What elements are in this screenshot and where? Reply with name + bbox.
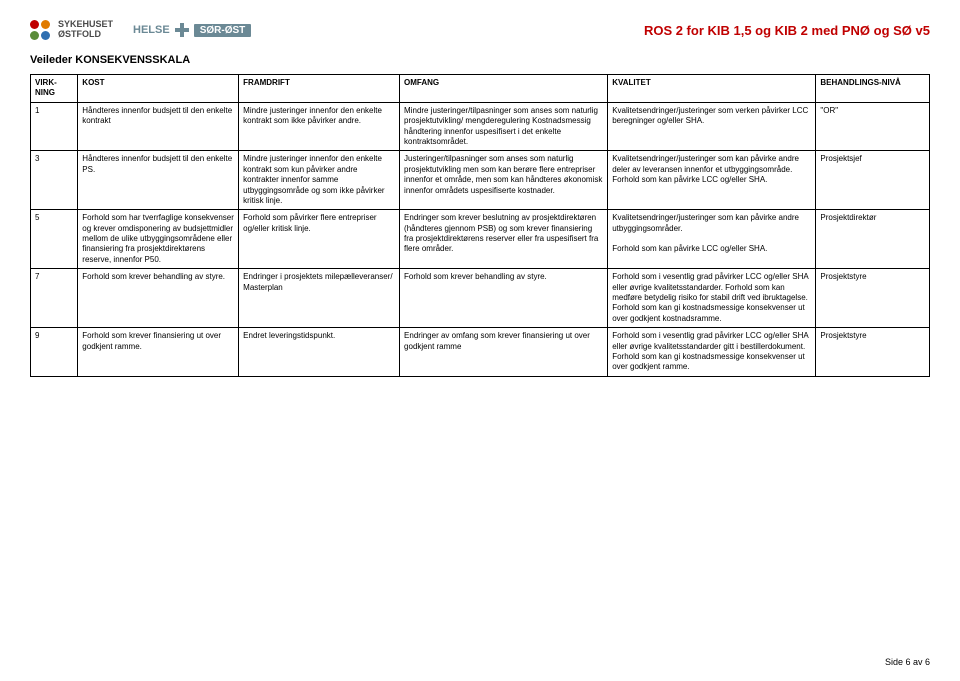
- cell-virkning: 7: [31, 269, 78, 328]
- table-row: 7Forhold som krever behandling av styre.…: [31, 269, 930, 328]
- cell-omfang: Endringer av omfang som krever finansier…: [400, 328, 608, 377]
- cell-kvalitet: Forhold som i vesentlig grad påvirker LC…: [608, 269, 816, 328]
- ostfold-dots: [30, 20, 52, 40]
- table-header-row: VIRK-NING KOST FRAMDRIFT OMFANG KVALITET…: [31, 75, 930, 103]
- cell-framdrift: Mindre justeringer innenfor den enkelte …: [239, 151, 400, 210]
- cell-kost: Forhold som krever finansiering ut over …: [78, 328, 239, 377]
- cross-icon: [175, 23, 189, 37]
- ostfold-logo-text: SYKEHUSET ØSTFOLD: [58, 20, 113, 40]
- page-footer: Side 6 av 6: [885, 657, 930, 667]
- cell-kvalitet: Kvalitetsendringer/justeringer som kan p…: [608, 210, 816, 269]
- table-row: 3Håndteres innenfor budsjett til den enk…: [31, 151, 930, 210]
- section-title: Veileder KONSEKVENSSKALA: [30, 54, 930, 66]
- cell-virkning: 9: [31, 328, 78, 377]
- col-omfang: OMFANG: [400, 75, 608, 103]
- cell-omfang: Forhold som krever behandling av styre.: [400, 269, 608, 328]
- cell-omfang: Mindre justeringer/tilpasninger som anse…: [400, 102, 608, 151]
- cell-omfang: Endringer som krever beslutning av prosj…: [400, 210, 608, 269]
- cell-behandling: Prosjektstyre: [816, 269, 930, 328]
- cell-behandling: "OR": [816, 102, 930, 151]
- cell-framdrift: Forhold som påvirker flere entrepriser o…: [239, 210, 400, 269]
- cell-framdrift: Endret leveringstidspunkt.: [239, 328, 400, 377]
- cell-framdrift: Mindre justeringer innenfor den enkelte …: [239, 102, 400, 151]
- col-framdrift: FRAMDRIFT: [239, 75, 400, 103]
- col-kost: KOST: [78, 75, 239, 103]
- cell-omfang: Justeringer/tilpasninger som anses som n…: [400, 151, 608, 210]
- cell-kost: Forhold som krever behandling av styre.: [78, 269, 239, 328]
- table-row: 5Forhold som har tverrfaglige konsekvens…: [31, 210, 930, 269]
- dot-icon: [30, 20, 39, 29]
- cell-behandling: Prosjektstyre: [816, 328, 930, 377]
- ostfold-logo: SYKEHUSET ØSTFOLD: [30, 20, 113, 40]
- col-virkning: VIRK-NING: [31, 75, 78, 103]
- cell-behandling: Prosjektdirektør: [816, 210, 930, 269]
- ostfold-line2: ØSTFOLD: [58, 30, 113, 40]
- cell-kvalitet: Forhold som i vesentlig grad påvirker LC…: [608, 328, 816, 377]
- cell-virkning: 3: [31, 151, 78, 210]
- header: SYKEHUSET ØSTFOLD HELSE SØR-ØST ROS 2 fo…: [30, 20, 930, 40]
- cell-kost: Forhold som har tverrfaglige konsekvense…: [78, 210, 239, 269]
- helse-text: HELSE: [133, 24, 170, 36]
- cell-kvalitet: Kvalitetsendringer/justeringer som verke…: [608, 102, 816, 151]
- dot-icon: [41, 31, 50, 40]
- logos-group: SYKEHUSET ØSTFOLD HELSE SØR-ØST: [30, 20, 251, 40]
- dot-icon: [41, 20, 50, 29]
- table-row: 9Forhold som krever finansiering ut over…: [31, 328, 930, 377]
- consequence-table: VIRK-NING KOST FRAMDRIFT OMFANG KVALITET…: [30, 74, 930, 377]
- col-behandling: BEHANDLINGS-NIVÅ: [816, 75, 930, 103]
- helse-pill: SØR-ØST: [194, 24, 252, 37]
- cell-kost: Håndteres innenfor budsjett til den enke…: [78, 151, 239, 210]
- cell-behandling: Prosjektsjef: [816, 151, 930, 210]
- dot-icon: [30, 31, 39, 40]
- cell-kvalitet: Kvalitetsendringer/justeringer som kan p…: [608, 151, 816, 210]
- table-row: 1Håndteres innenfor budsjett til den enk…: [31, 102, 930, 151]
- cell-virkning: 1: [31, 102, 78, 151]
- document-title: ROS 2 for KIB 1,5 og KIB 2 med PNØ og SØ…: [644, 23, 930, 38]
- helse-logo: HELSE SØR-ØST: [133, 23, 251, 37]
- col-kvalitet: KVALITET: [608, 75, 816, 103]
- cell-virkning: 5: [31, 210, 78, 269]
- cell-kost: Håndteres innenfor budsjett til den enke…: [78, 102, 239, 151]
- cell-framdrift: Endringer i prosjektets milepælleveranse…: [239, 269, 400, 328]
- table-body: 1Håndteres innenfor budsjett til den enk…: [31, 102, 930, 376]
